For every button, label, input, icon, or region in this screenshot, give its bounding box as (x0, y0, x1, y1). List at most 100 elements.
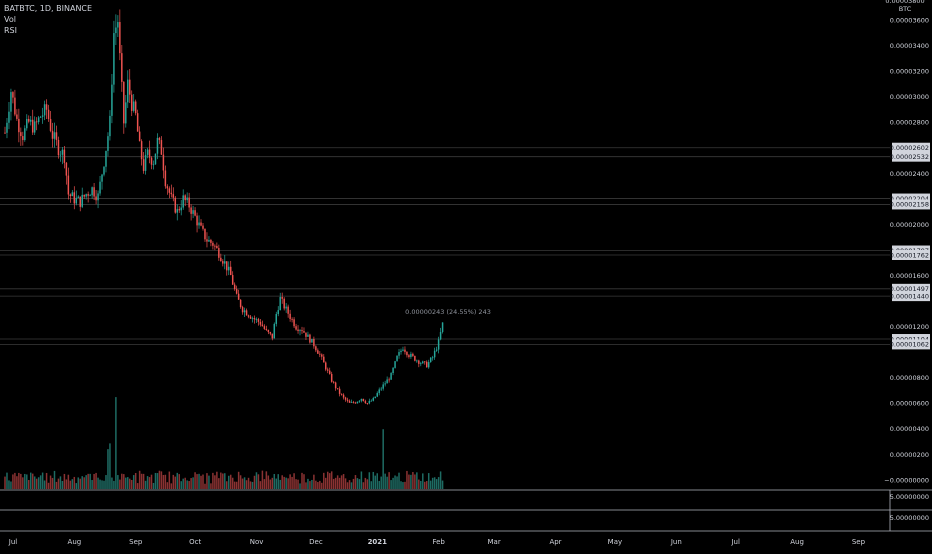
volume-bar (176, 472, 179, 489)
volume-bar (366, 479, 369, 489)
volume-bar (380, 476, 382, 489)
volume-bar (77, 477, 80, 489)
candle (210, 238, 212, 247)
candle-body (134, 101, 137, 114)
candle-body (394, 361, 396, 368)
candle-body (210, 239, 212, 243)
volume-bar (83, 477, 85, 489)
candle (123, 81, 125, 134)
candle-body (279, 297, 281, 311)
volume-bar (79, 478, 81, 489)
candle-body (158, 137, 161, 141)
volume-bar (431, 477, 434, 489)
volume-bar (29, 472, 32, 489)
candle-body (146, 149, 149, 155)
volume-bar (410, 474, 412, 489)
volume-bar (267, 475, 270, 489)
price-level-badge: 0.00001762 (890, 249, 930, 260)
measure-label: 0.00000243 (24.55%) 243 (405, 308, 491, 316)
candle-body (408, 355, 410, 357)
candle-body (20, 132, 22, 137)
candle (372, 396, 375, 402)
candle-body (380, 388, 382, 390)
volume-bar (174, 476, 177, 489)
candle-body (281, 297, 283, 299)
candle-body (99, 181, 101, 194)
candle-body (83, 194, 85, 197)
indicator-rsi-label[interactable]: RSI (4, 26, 17, 35)
candle (431, 355, 434, 361)
candle-body (128, 79, 131, 95)
volume-bar (257, 474, 260, 489)
time-tick-label: Aug (790, 538, 804, 546)
candle (196, 212, 198, 233)
candle (14, 89, 16, 117)
volume-bar (277, 474, 279, 489)
volume-bar (245, 480, 248, 489)
candle-body (418, 360, 420, 364)
price-level-badge-bg (892, 334, 930, 345)
candle (164, 165, 167, 189)
volume-bar (418, 479, 420, 489)
candle (154, 153, 157, 165)
candle-body (330, 373, 333, 382)
candle (384, 380, 386, 387)
candle (172, 187, 175, 202)
candle (28, 115, 30, 124)
price-level-text: 0.00001440 (890, 292, 929, 300)
volume-bar (71, 479, 74, 489)
candle (261, 320, 264, 327)
volume-bar (293, 473, 295, 489)
candle-body (315, 346, 317, 351)
candle (416, 359, 418, 363)
candle (441, 322, 444, 334)
candle-body (398, 352, 400, 356)
candle-body (111, 84, 113, 116)
volume-bar (247, 477, 250, 489)
volume-bar (10, 481, 12, 489)
candle-body (103, 166, 105, 175)
candle (134, 99, 137, 116)
candle-body (204, 228, 206, 240)
candle (245, 308, 248, 316)
volume-bar (206, 473, 208, 489)
candle (91, 186, 93, 199)
candle (257, 317, 260, 326)
candle-body (422, 361, 424, 364)
volume-bar (134, 472, 137, 489)
indicator-vol-label[interactable]: Vol (4, 15, 16, 24)
volume-bar (384, 473, 386, 489)
candle-body (132, 101, 135, 111)
candle-body (253, 318, 256, 320)
price-level-badge: 0.00001062 (890, 339, 930, 350)
candle-body (340, 393, 343, 395)
volume-bar (67, 474, 70, 489)
candle-body (313, 338, 315, 347)
candle (220, 253, 222, 262)
candle-body (406, 351, 408, 356)
candle-body (332, 381, 335, 383)
candle (208, 236, 210, 242)
candle-body (271, 333, 274, 339)
candle (396, 355, 398, 362)
candle (65, 161, 68, 185)
volume-bar (8, 480, 10, 489)
volume-bar (323, 472, 325, 489)
volume-bar (433, 477, 436, 489)
candle-body (424, 361, 426, 363)
candle (140, 139, 143, 166)
candle-body (311, 338, 313, 343)
price-top-cut-label: 0.00003800 (885, 0, 924, 5)
candle-body (206, 239, 208, 242)
candle-body (366, 403, 369, 404)
symbol-title[interactable]: BATBTC, 1D, BINANCE (4, 4, 93, 13)
candle-body (182, 195, 184, 208)
volume-bar (216, 471, 218, 489)
volume-bar (261, 470, 264, 489)
candle (249, 315, 252, 320)
price-tick-label: 0.00000400 (890, 425, 929, 433)
volume-bar (26, 474, 28, 489)
volume-bar (273, 473, 276, 489)
